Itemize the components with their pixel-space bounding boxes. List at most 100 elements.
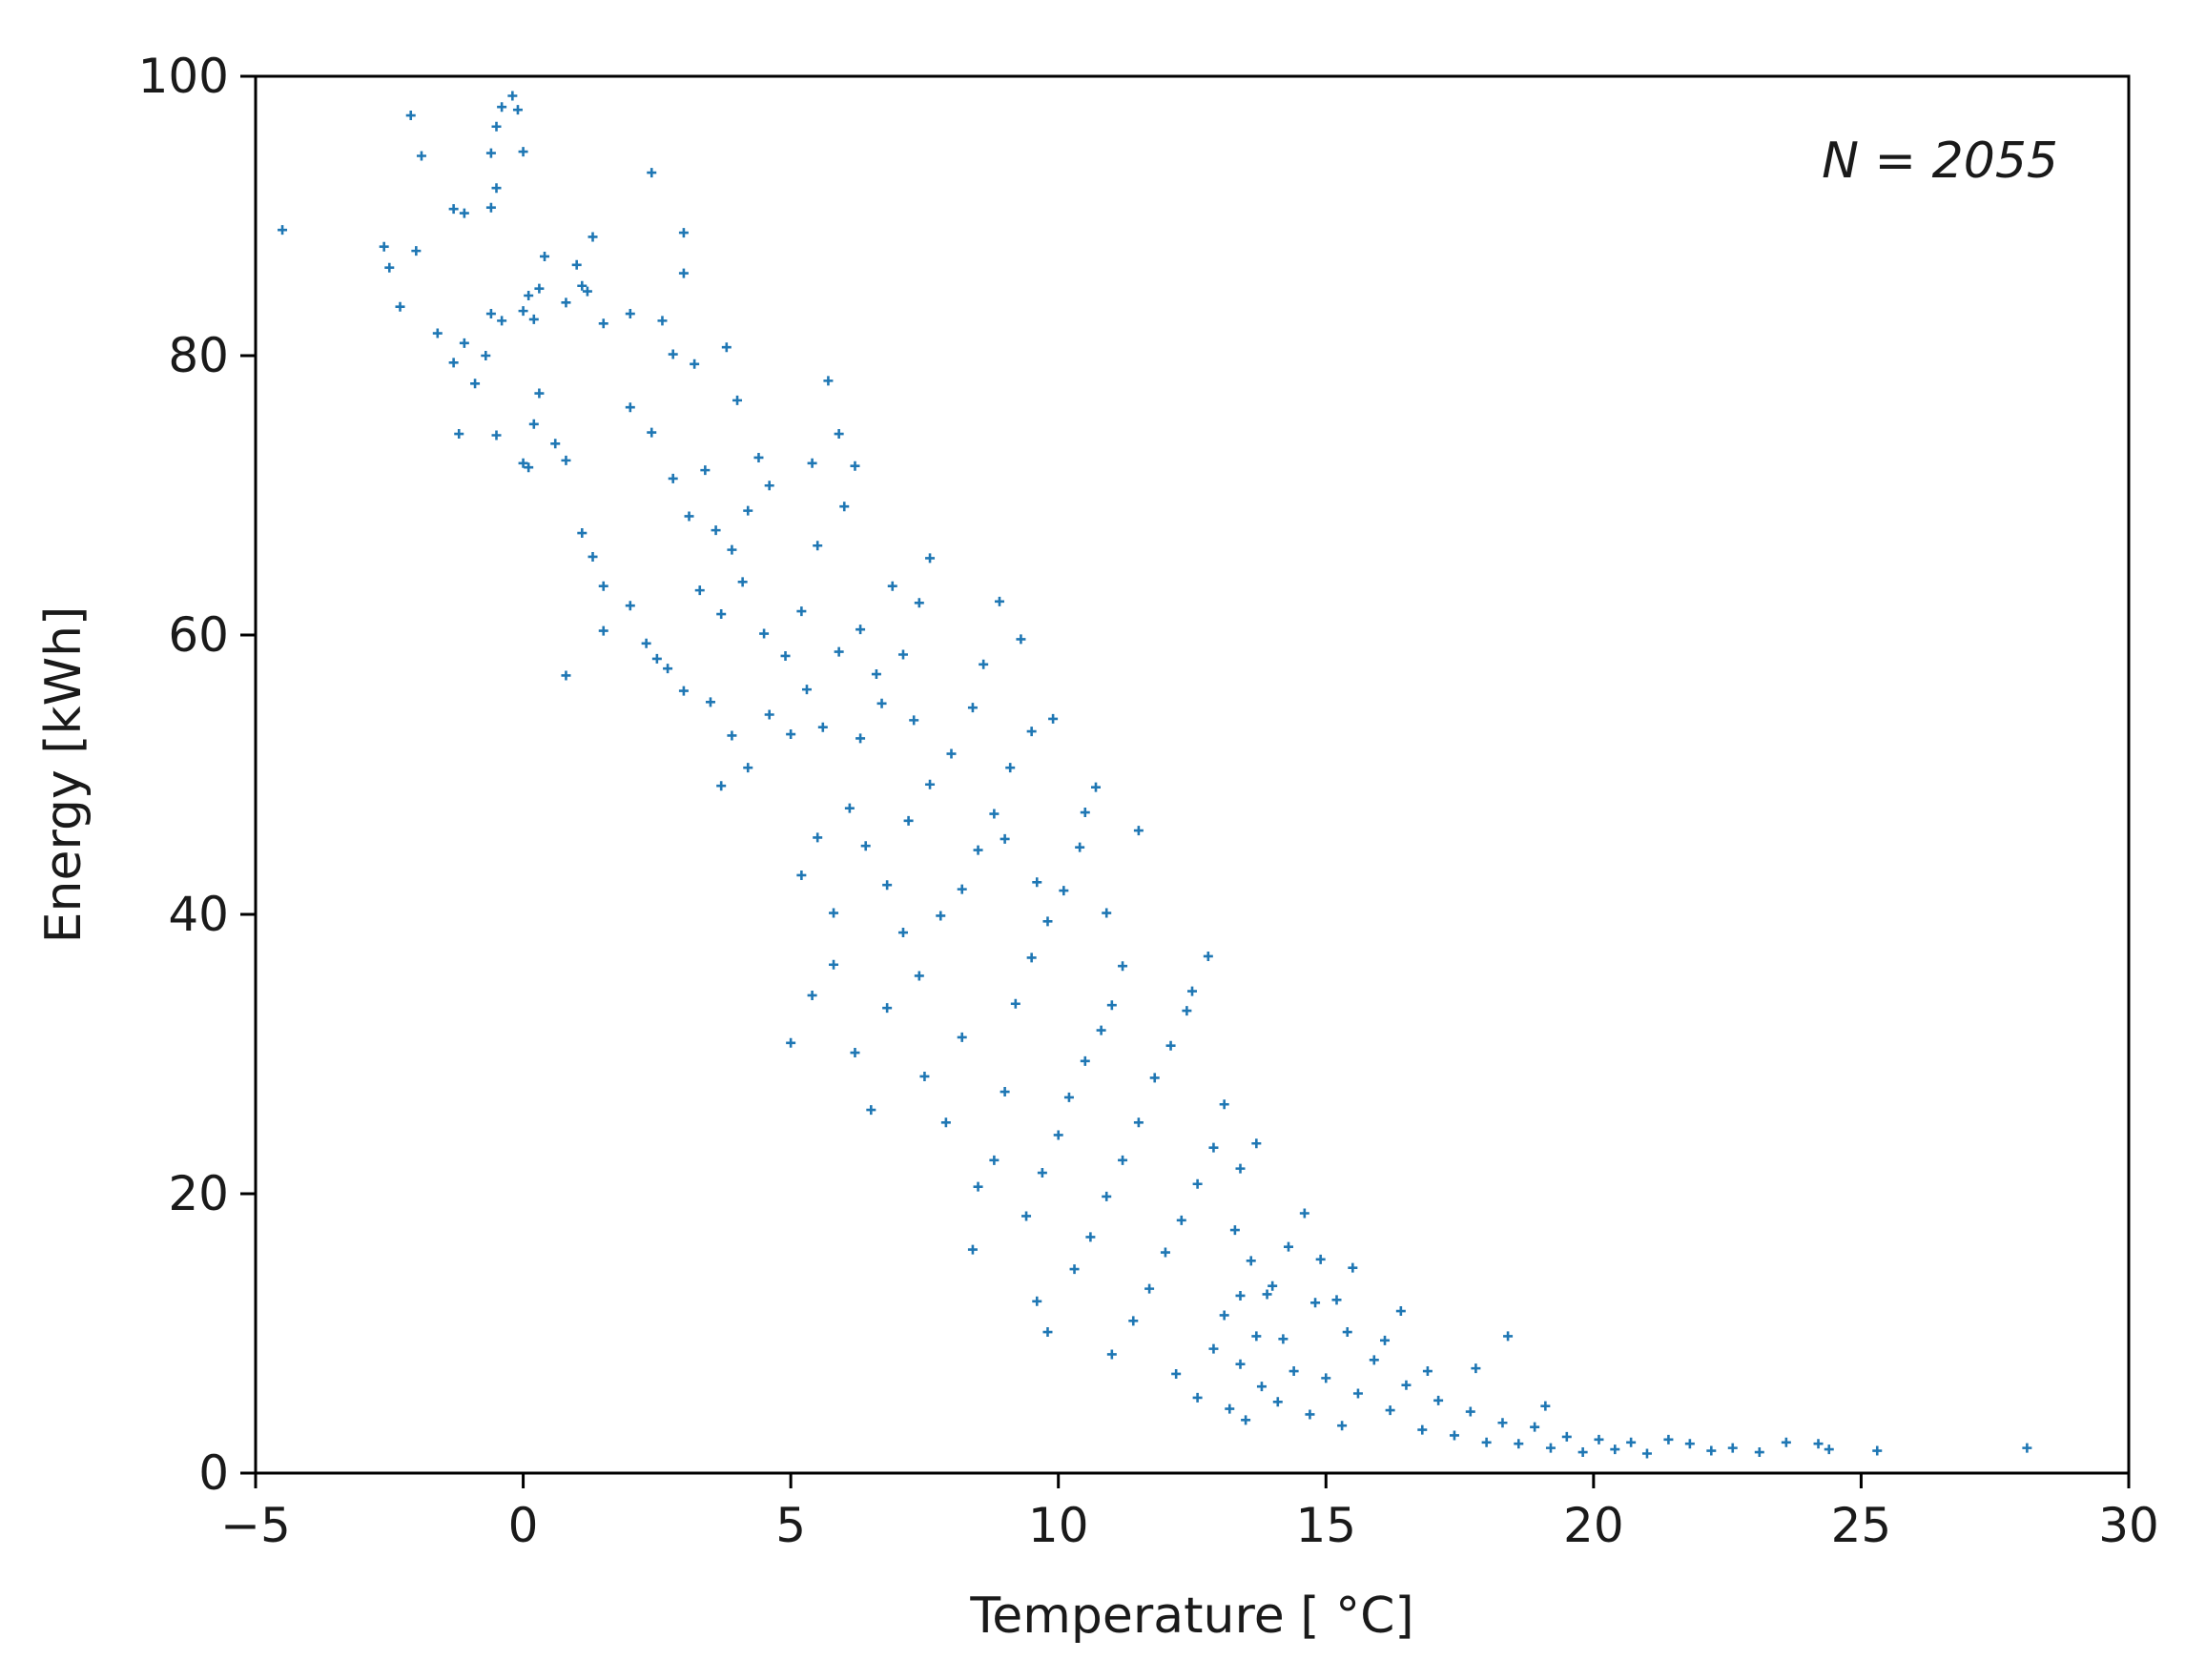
data-point: [1053, 1130, 1063, 1140]
data-point: [1241, 1415, 1251, 1425]
data-point: [416, 151, 426, 161]
data-point: [454, 429, 464, 440]
data-point: [801, 685, 812, 695]
y-tick-label: 100: [138, 49, 229, 104]
data-point: [925, 779, 936, 789]
data-point: [1395, 1306, 1406, 1317]
data-point: [668, 349, 678, 359]
data-point: [1561, 1431, 1572, 1442]
y-tick-label: 0: [198, 1445, 229, 1501]
y-tick-label: 20: [168, 1166, 229, 1221]
data-point: [550, 439, 561, 449]
x-tick-label: 0: [508, 1498, 539, 1553]
data-point: [1663, 1434, 1674, 1444]
x-tick-label: 25: [1831, 1498, 1892, 1553]
data-point: [518, 306, 528, 317]
data-point: [1594, 1434, 1604, 1444]
data-point: [641, 638, 651, 648]
y-axis-ticks: 0 20 40 60 80 100: [138, 49, 256, 1501]
data-point: [1182, 1006, 1192, 1016]
data-point: [940, 1117, 951, 1128]
data-point: [1342, 1327, 1352, 1338]
y-tick-label: 60: [168, 607, 229, 663]
data-point: [839, 502, 850, 512]
data-point: [512, 105, 523, 115]
data-point: [1032, 877, 1042, 888]
data-point: [684, 511, 694, 522]
data-point: [1540, 1401, 1551, 1411]
data-point: [753, 452, 764, 462]
data-point: [1235, 1163, 1246, 1174]
data-point: [1251, 1138, 1262, 1149]
data-point: [1042, 1327, 1053, 1338]
data-point: [1208, 1142, 1219, 1153]
data-point: [1422, 1366, 1433, 1377]
data-point: [813, 541, 823, 551]
data-point: [957, 884, 967, 894]
data-point: [796, 606, 807, 617]
data-point: [395, 301, 405, 312]
data-point: [871, 669, 881, 680]
data-point: [1106, 1000, 1117, 1011]
data-point: [507, 91, 518, 101]
data-point: [561, 455, 571, 465]
data-point: [1530, 1422, 1540, 1432]
data-point: [1118, 1155, 1128, 1165]
data-point: [379, 241, 389, 252]
data-point: [721, 342, 732, 353]
data-point: [1401, 1380, 1412, 1390]
data-point: [700, 465, 711, 476]
data-point: [711, 525, 721, 536]
data-point: [1465, 1406, 1475, 1417]
data-point: [887, 581, 897, 591]
data-point: [459, 208, 469, 218]
data-point: [528, 314, 539, 324]
data-point: [1165, 1040, 1176, 1051]
data-point: [1684, 1439, 1695, 1449]
data-point: [1235, 1290, 1246, 1301]
data-point: [678, 228, 689, 238]
data-point: [829, 959, 839, 970]
data-point: [860, 841, 871, 851]
data-point: [678, 268, 689, 278]
data-point: [561, 297, 571, 308]
data-point: [850, 461, 860, 471]
data-point: [485, 309, 496, 319]
x-tick-label: −5: [220, 1498, 291, 1553]
data-point: [909, 715, 919, 726]
data-point: [571, 259, 582, 270]
data-point: [1315, 1254, 1326, 1264]
data-point: [1080, 808, 1090, 818]
data-point: [1545, 1443, 1556, 1453]
data-point: [1813, 1439, 1824, 1449]
data-point: [732, 395, 743, 405]
data-point: [1048, 713, 1059, 724]
data-point: [866, 1105, 876, 1116]
data-point: [727, 544, 737, 555]
data-point: [1229, 1225, 1240, 1236]
data-point: [2022, 1443, 2032, 1453]
data-point: [1171, 1368, 1182, 1379]
data-point: [405, 111, 416, 121]
data-point: [1118, 961, 1128, 972]
data-point: [1337, 1421, 1348, 1431]
data-point: [384, 262, 395, 273]
data-point: [448, 358, 459, 368]
data-point: [577, 528, 587, 539]
data-point: [743, 763, 753, 773]
data-point: [716, 609, 727, 620]
data-point: [957, 1032, 967, 1042]
data-point: [1219, 1310, 1229, 1321]
x-tick-label: 20: [1563, 1498, 1624, 1553]
data-point: [1288, 1366, 1299, 1377]
data-point: [1208, 1343, 1219, 1354]
data-point: [651, 653, 662, 664]
data-point: [1514, 1439, 1524, 1449]
data-point: [1781, 1437, 1791, 1447]
data-point: [829, 908, 839, 918]
data-point: [759, 628, 770, 639]
data-point: [1385, 1405, 1395, 1416]
data-point: [1085, 1232, 1096, 1242]
data-point: [813, 832, 823, 843]
data-point: [989, 809, 1000, 819]
